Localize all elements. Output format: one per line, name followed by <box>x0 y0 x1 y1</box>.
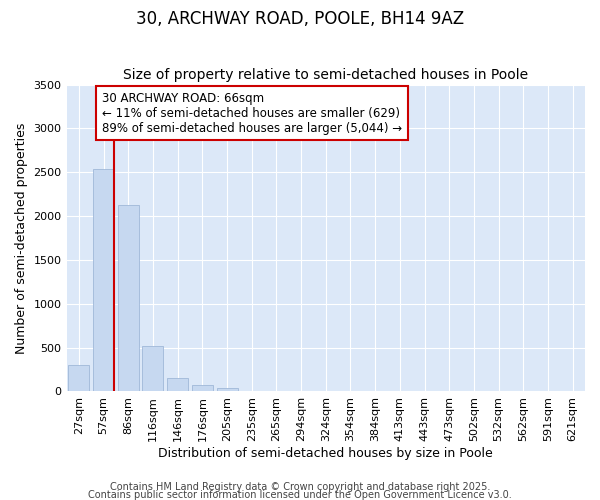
Bar <box>192 386 213 392</box>
Bar <box>217 388 238 392</box>
Bar <box>142 346 163 392</box>
Bar <box>241 390 262 392</box>
Bar <box>167 378 188 392</box>
Y-axis label: Number of semi-detached properties: Number of semi-detached properties <box>15 122 28 354</box>
X-axis label: Distribution of semi-detached houses by size in Poole: Distribution of semi-detached houses by … <box>158 447 493 460</box>
Text: Contains public sector information licensed under the Open Government Licence v3: Contains public sector information licen… <box>88 490 512 500</box>
Bar <box>68 365 89 392</box>
Text: 30 ARCHWAY ROAD: 66sqm
← 11% of semi-detached houses are smaller (629)
89% of se: 30 ARCHWAY ROAD: 66sqm ← 11% of semi-det… <box>102 92 402 134</box>
Bar <box>118 204 139 392</box>
Bar <box>93 168 114 392</box>
Title: Size of property relative to semi-detached houses in Poole: Size of property relative to semi-detach… <box>123 68 529 82</box>
Text: Contains HM Land Registry data © Crown copyright and database right 2025.: Contains HM Land Registry data © Crown c… <box>110 482 490 492</box>
Text: 30, ARCHWAY ROAD, POOLE, BH14 9AZ: 30, ARCHWAY ROAD, POOLE, BH14 9AZ <box>136 10 464 28</box>
